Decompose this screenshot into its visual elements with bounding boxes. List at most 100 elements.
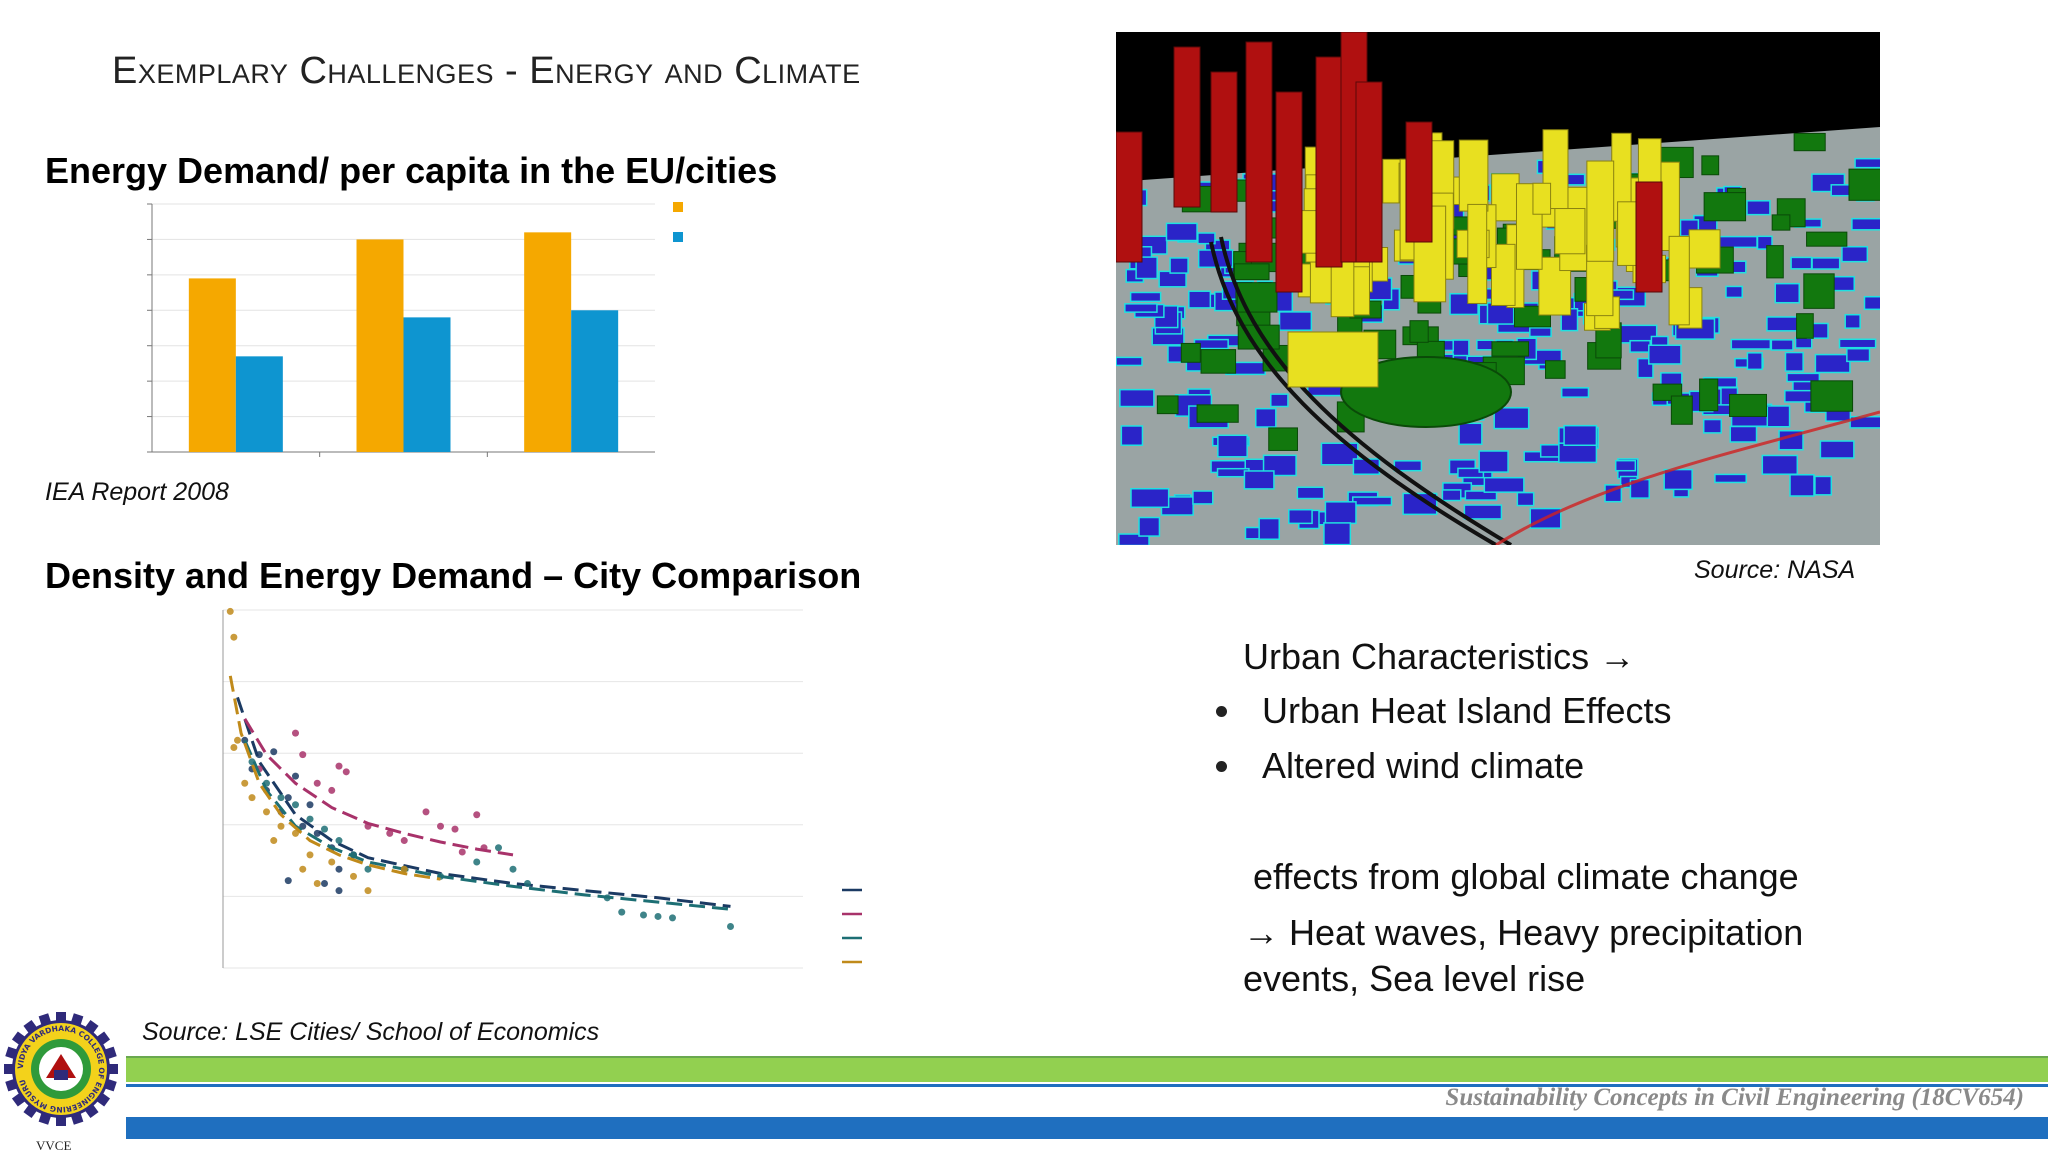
point-berlin bbox=[306, 851, 314, 859]
railway bbox=[1209, 236, 1513, 545]
building-low bbox=[1255, 407, 1277, 428]
building-low bbox=[1789, 474, 1815, 497]
building-low bbox=[1663, 468, 1693, 491]
bar-chart bbox=[147, 202, 683, 457]
building-green bbox=[1409, 320, 1429, 343]
photo-source: Source: NASA bbox=[1694, 556, 1856, 584]
building-low bbox=[1188, 290, 1212, 309]
legend-swatch bbox=[673, 232, 683, 242]
building-yellow bbox=[1532, 182, 1552, 215]
building-low bbox=[1702, 418, 1723, 434]
point-berlin bbox=[230, 743, 238, 751]
climate-effects-line: effects from global climate change bbox=[1243, 856, 1799, 897]
building-low bbox=[1714, 473, 1747, 484]
building-low bbox=[1529, 327, 1552, 338]
building-low bbox=[1124, 303, 1158, 313]
bullet-icon bbox=[1216, 761, 1227, 772]
building-low bbox=[1846, 347, 1871, 363]
point-london bbox=[284, 877, 292, 885]
building-low bbox=[1288, 508, 1313, 525]
building-low bbox=[1811, 257, 1841, 270]
point-london bbox=[306, 801, 314, 809]
building-low bbox=[1458, 422, 1483, 446]
building-tall bbox=[1275, 91, 1303, 293]
climate-effects-list-line: events, Sea level rise bbox=[1243, 958, 1586, 999]
building-low bbox=[1138, 516, 1161, 537]
building-green bbox=[1156, 395, 1179, 415]
building-low bbox=[1169, 257, 1189, 274]
point-berlin bbox=[263, 808, 270, 816]
building-low bbox=[1393, 460, 1423, 472]
city-3d-visualization bbox=[1116, 32, 1880, 545]
building-low bbox=[1278, 311, 1313, 331]
building-yellow bbox=[1490, 243, 1516, 306]
point-paris bbox=[727, 922, 734, 930]
building-low bbox=[1794, 336, 1813, 349]
building-green bbox=[1233, 263, 1270, 281]
point-istanbul bbox=[292, 729, 299, 737]
point-london bbox=[292, 772, 299, 780]
building-low bbox=[1851, 217, 1880, 231]
point-paris bbox=[335, 837, 343, 845]
slide-title: Exemplary Challenges - Energy and Climat… bbox=[112, 50, 861, 92]
bar-cities bbox=[235, 356, 283, 452]
building-low bbox=[1129, 291, 1162, 303]
trendline-istanbul bbox=[243, 718, 514, 857]
building-low bbox=[1243, 470, 1275, 490]
building-low bbox=[1629, 339, 1651, 353]
point-berlin bbox=[328, 858, 336, 866]
point-berlin bbox=[230, 633, 238, 641]
building-low bbox=[1849, 415, 1880, 429]
building-low bbox=[1476, 339, 1494, 351]
point-berlin bbox=[400, 865, 408, 873]
building-low bbox=[1120, 425, 1144, 446]
building-yellow bbox=[1586, 160, 1615, 262]
college-logo-icon: VIDYA VARDHAKA COLLEGE OF ENGINEERING MY… bbox=[4, 1012, 118, 1126]
trendline-berlin bbox=[228, 675, 441, 881]
building-low bbox=[1352, 496, 1393, 506]
building-low bbox=[1258, 517, 1281, 540]
point-berlin bbox=[226, 607, 234, 615]
point-london bbox=[335, 887, 343, 895]
building-low bbox=[1563, 424, 1598, 447]
building-tall bbox=[1635, 181, 1663, 293]
bar-chart-heading: Energy Demand/ per capita in the EU/citi… bbox=[45, 150, 778, 191]
building-low bbox=[1323, 522, 1352, 545]
building-green bbox=[1670, 395, 1693, 425]
building-green bbox=[1699, 378, 1719, 412]
point-istanbul bbox=[299, 751, 307, 759]
building-low bbox=[1165, 222, 1198, 242]
building-low bbox=[1130, 487, 1170, 509]
point-istanbul bbox=[437, 822, 444, 830]
building-low bbox=[1746, 352, 1763, 371]
building-yellow bbox=[1554, 208, 1586, 255]
point-paris bbox=[618, 908, 626, 916]
point-paris bbox=[364, 865, 372, 873]
point-istanbul bbox=[400, 837, 408, 845]
building-low bbox=[1558, 442, 1598, 464]
building-low bbox=[1790, 256, 1813, 270]
urban-characteristics-heading: Urban Characteristics → bbox=[1243, 636, 1636, 677]
point-london bbox=[321, 880, 328, 888]
building-tall bbox=[1245, 41, 1273, 263]
building-low bbox=[1786, 372, 1821, 383]
building-low bbox=[1296, 486, 1325, 500]
building-low bbox=[1560, 387, 1590, 398]
bar-cities bbox=[403, 317, 451, 452]
legend-swatch bbox=[673, 202, 683, 212]
building-low bbox=[1217, 434, 1248, 458]
point-istanbul bbox=[342, 768, 350, 776]
building-green bbox=[1491, 341, 1530, 357]
building-green bbox=[1180, 342, 1201, 363]
building-tall bbox=[1210, 71, 1238, 213]
building-low bbox=[1725, 285, 1743, 299]
building-yellow bbox=[1287, 331, 1379, 388]
list-item: Altered wind climate bbox=[1216, 745, 1672, 800]
point-istanbul bbox=[386, 829, 394, 837]
building-low bbox=[1838, 338, 1877, 349]
footer-divider bbox=[126, 1084, 2048, 1087]
building-green bbox=[1545, 360, 1566, 379]
building-green bbox=[1196, 404, 1239, 423]
climate-effects-list-line: → Heat waves, Heavy precipitation bbox=[1243, 912, 1804, 953]
stadium bbox=[1340, 356, 1512, 428]
